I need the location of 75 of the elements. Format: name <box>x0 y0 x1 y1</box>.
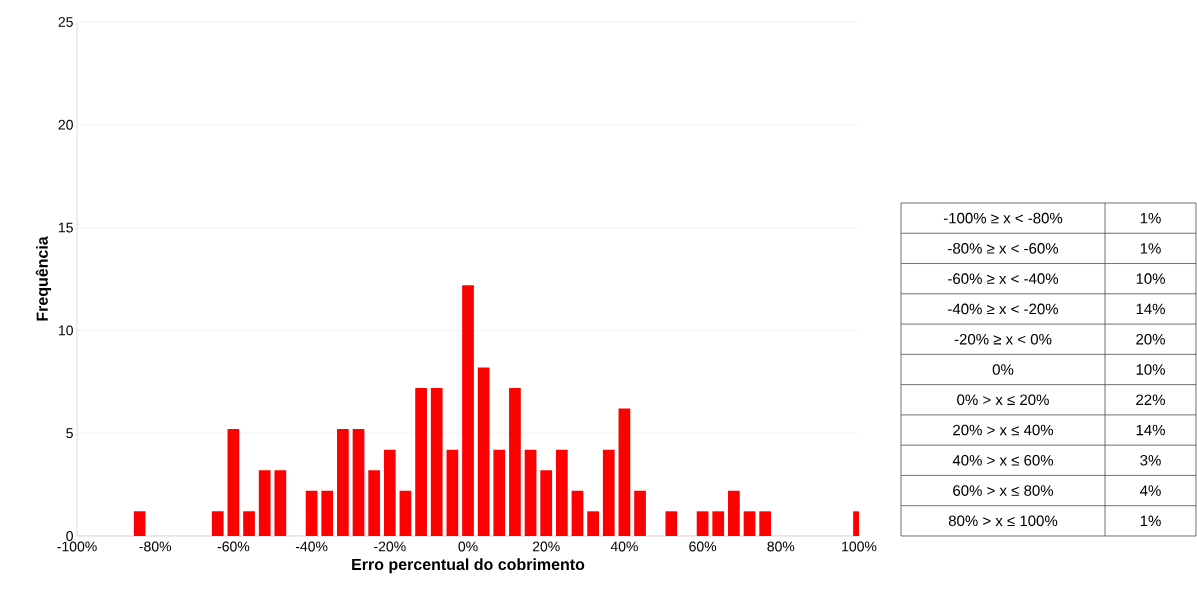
bar <box>321 490 334 536</box>
bar <box>509 387 521 536</box>
x-axis-title: Erro percentual do cobrimento <box>352 558 585 574</box>
text: 1% <box>1140 515 1161 527</box>
bar <box>258 470 271 536</box>
text: 14% <box>1136 424 1165 436</box>
x-tick-label: -80% <box>139 541 172 552</box>
category-label: -20% ≥ x < 0% <box>954 333 1052 345</box>
bar <box>462 285 474 536</box>
bar <box>211 511 224 536</box>
y-tick-label: 20 <box>58 119 73 130</box>
x-tick-label: 60% <box>689 541 717 552</box>
text: 14% <box>1136 303 1165 315</box>
bar <box>759 511 772 536</box>
category-label: 40% > x ≤ 60% <box>952 454 1054 466</box>
category-label: 20% > x ≤ 40% <box>953 424 1054 436</box>
bar <box>696 511 709 536</box>
bar <box>383 449 396 536</box>
bar <box>634 490 646 536</box>
bar <box>399 490 412 536</box>
y-tick-label: 5 <box>66 428 73 439</box>
bar <box>133 511 146 536</box>
x-tick-label: -40% <box>295 541 328 552</box>
x-tick-label: 100% <box>842 541 877 552</box>
category-label: 0% > x ≤ 20% <box>957 394 1049 406</box>
bar <box>446 449 459 536</box>
y-tick-label: 10 <box>58 325 73 336</box>
bar <box>602 449 615 536</box>
x-tick-label: 80% <box>767 541 795 552</box>
bar <box>571 490 584 536</box>
x-tick-label: -60% <box>217 541 250 552</box>
category-label: 60% > x ≤ 80% <box>953 485 1054 496</box>
bar <box>305 490 318 536</box>
category-label: -100% ≥ x < -80% <box>943 212 1063 224</box>
text: 22% <box>1136 394 1165 406</box>
text: 3% <box>1140 454 1161 466</box>
bar <box>743 511 756 536</box>
y-tick-label: 0 <box>66 531 73 541</box>
bar <box>493 449 506 536</box>
category-label: -60% ≥ x < -40% <box>948 273 1059 284</box>
category-label: -80% ≥ x < -60% <box>948 243 1059 254</box>
text: 1% <box>1140 243 1161 254</box>
bar <box>618 408 631 536</box>
x-tick-label: 40% <box>610 541 638 552</box>
bar <box>274 470 287 536</box>
text: 20% <box>1136 333 1165 345</box>
bar <box>430 387 443 536</box>
bar <box>540 470 553 536</box>
y-axis-title: Frequência <box>35 236 52 321</box>
bar <box>587 511 599 536</box>
bar <box>712 511 725 536</box>
bar <box>227 429 240 536</box>
category-label: 0% <box>992 364 1014 375</box>
category-label: 80% > x ≤ 100% <box>948 515 1058 527</box>
text: 10% <box>1136 273 1165 284</box>
bar <box>524 449 537 536</box>
x-tick-label: 0% <box>458 541 478 552</box>
bar <box>477 367 490 536</box>
text: 10% <box>1136 364 1165 375</box>
y-tick-label: 15 <box>58 222 73 233</box>
text: 1% <box>1140 212 1161 224</box>
bar <box>665 511 678 536</box>
bar <box>415 387 427 536</box>
bar <box>728 490 740 536</box>
category-label: -40% ≥ x < -20% <box>948 303 1059 315</box>
bar <box>555 449 568 536</box>
x-tick-label: 20% <box>532 541 560 552</box>
bar <box>368 470 381 536</box>
bar <box>337 429 349 536</box>
x-tick-label: -100% <box>57 541 97 552</box>
text: 4% <box>1140 485 1161 496</box>
bar <box>243 511 255 536</box>
bar <box>352 429 365 536</box>
x-tick-label: -20% <box>374 541 406 552</box>
y-tick-label: 25 <box>58 17 73 27</box>
